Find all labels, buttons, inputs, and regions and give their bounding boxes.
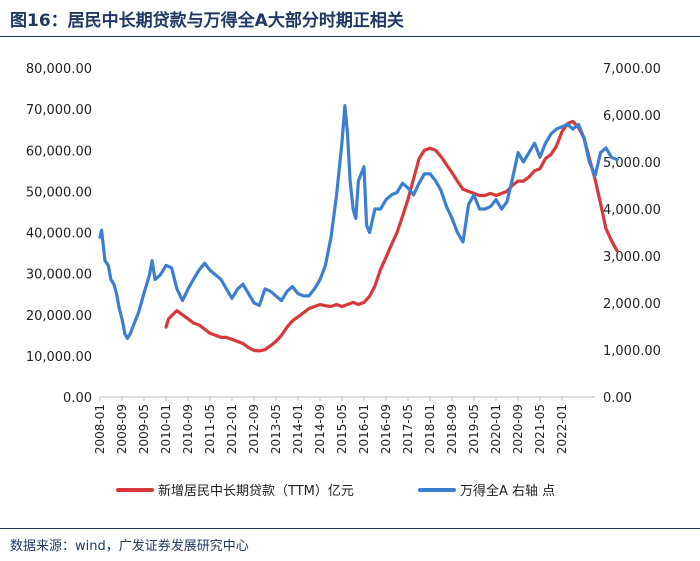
chart-title: 图16：居民中长期贷款与万得全A大部分时期正相关 [10,11,404,31]
source-note: 数据来源：wind，广发证券发展研究中心 [10,539,249,554]
series-line-loans [164,119,619,353]
x-tick-label: 2021-05 [533,404,547,454]
x-tick-label: 2008-01 [93,404,107,454]
x-tick-label: 2016-01 [357,404,371,454]
x-tick-label: 2017-05 [401,404,415,454]
right-tick-label: 3,000.00 [603,250,661,265]
x-tick-label: 2018-09 [445,404,459,454]
right-tick-label: 6,000.00 [603,109,661,124]
title-divider [0,36,700,37]
right-axis: 0.001,000.002,000.003,000.004,000.005,00… [603,62,661,406]
left-tick-label: 0.00 [63,391,92,406]
x-tick-label: 2010-01 [159,404,173,454]
left-tick-label: 30,000.00 [26,268,92,283]
x-tick-label: 2012-09 [247,404,261,454]
x-tick-label: 2015-05 [335,404,349,454]
right-tick-label: 2,000.00 [603,297,661,312]
legend-red-label: 新增居民中长期贷款（TTM）亿元 [158,483,354,499]
series-layer [98,104,619,353]
x-axis: 2008-01 2008-09 2009-05 2010-01 2010-09 2011-… [93,397,569,454]
x-tick-label: 2010-09 [181,404,195,454]
x-tick-label: 2014-09 [313,404,327,454]
left-tick-label: 10,000.00 [26,350,92,365]
x-tick-label: 2008-09 [115,404,129,454]
series-line-wind-a [98,104,619,340]
right-tick-label: 4,000.00 [603,203,661,218]
legend-blue-label: 万得全A 右轴 点 [460,483,555,499]
left-tick-label: 80,000.00 [26,62,92,77]
left-tick-label: 70,000.00 [26,103,92,118]
left-tick-label: 40,000.00 [26,227,92,242]
source-divider [0,528,700,529]
x-tick-label: 2019-05 [467,404,481,454]
right-tick-label: 0.00 [603,391,632,406]
x-tick-label: 2011-05 [203,404,217,454]
x-tick-label: 2009-05 [137,404,151,454]
left-tick-label: 60,000.00 [26,144,92,159]
x-tick-label: 2014-01 [291,404,305,454]
x-tick-label: 2012-01 [225,404,239,454]
legend: 新增居民中长期贷款（TTM）亿元 万得全A 右轴 点 [116,483,555,499]
left-tick-label: 20,000.00 [26,309,92,324]
right-tick-label: 7,000.00 [603,62,661,77]
x-tick-label: 2013-05 [269,404,283,454]
x-tick-label: 2018-01 [423,404,437,454]
x-tick-label: 2022-01 [555,404,569,454]
x-tick-label: 2020-09 [511,404,525,454]
left-tick-label: 50,000.00 [26,185,92,200]
left-axis: 0.00 10,000.00 20,000.00 30,000.00 40,000.00… [26,62,92,406]
x-tick-label: 2016-09 [379,404,393,454]
x-tick-label: 2020-01 [489,404,503,454]
right-tick-label: 1,000.00 [603,344,661,359]
